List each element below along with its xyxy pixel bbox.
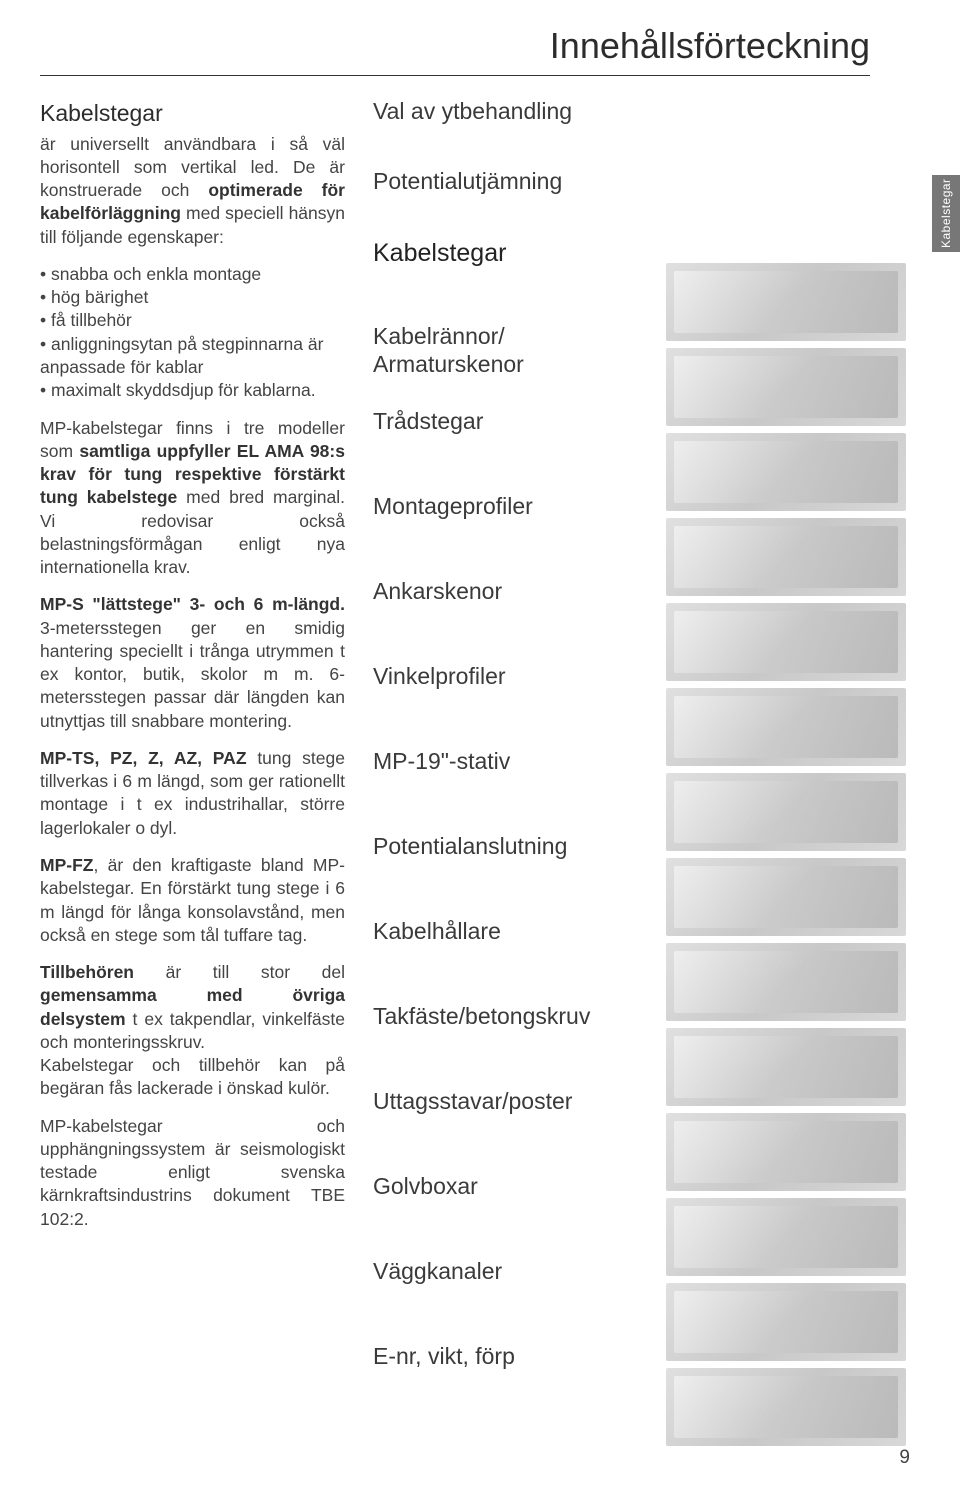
list-item: hög bärighet (40, 286, 345, 309)
paragraph: MP-kabelstegar och upphängningssystem är… (40, 1115, 345, 1231)
product-thumbnail (666, 263, 906, 341)
toc-column: Val av ytbehandlingPotentialutjämningKab… (373, 98, 638, 1453)
toc-entry[interactable]: Montageprofiler (373, 493, 638, 578)
list-item: snabba och enkla montage (40, 263, 345, 286)
product-thumbnail (666, 1368, 906, 1446)
toc-entry[interactable]: Kabelstegar (373, 238, 638, 323)
toc-entry[interactable]: Val av ytbehandling (373, 98, 638, 168)
text-bold: MP-TS, PZ, Z, AZ, PAZ (40, 748, 247, 768)
product-thumbnail (666, 433, 906, 511)
toc-entry[interactable]: E-nr, vikt, förp (373, 1343, 638, 1428)
text-bold: MP-S "lättstege" 3- och 6 m-längd. (40, 594, 345, 614)
paragraph: MP-S "lättstege" 3- och 6 m-längd. 3-met… (40, 593, 345, 733)
toc-entry[interactable]: Takfäste/betongskruv (373, 1003, 638, 1088)
thumbnail-column (666, 98, 906, 1453)
toc-entry[interactable]: MP-19"-stativ (373, 748, 638, 833)
product-thumbnail (666, 603, 906, 681)
toc-entry[interactable]: Kabelhållare (373, 918, 638, 1003)
text: är till stor del (134, 962, 345, 982)
title-rule (40, 75, 870, 76)
product-thumbnail (666, 1283, 906, 1361)
toc-entry[interactable]: Ankarskenor (373, 578, 638, 663)
thumbnail-offset (666, 98, 906, 263)
paragraph: MP-FZ, är den kraftigaste bland MP-kabel… (40, 854, 345, 947)
product-thumbnail (666, 1198, 906, 1276)
description-column: Kabelstegar är universellt användbara i … (40, 98, 345, 1453)
feature-list: snabba och enkla montage hög bärighet få… (40, 263, 345, 403)
toc-entry[interactable]: Väggkanaler (373, 1258, 638, 1343)
toc-entry[interactable]: Trådstegar (373, 408, 638, 493)
text-bold: Tillbehören (40, 962, 134, 982)
side-tab: Kabelstegar (932, 175, 960, 252)
toc-entry[interactable]: Potentialanslutning (373, 833, 638, 918)
product-thumbnail (666, 348, 906, 426)
page-number: 9 (899, 1447, 910, 1469)
toc-entry[interactable]: Uttagsstavar/poster (373, 1088, 638, 1173)
toc-entry[interactable]: Golvboxar (373, 1173, 638, 1258)
product-thumbnail (666, 1113, 906, 1191)
paragraph: MP-kabelstegar finns i tre modeller som … (40, 417, 345, 580)
paragraph: MP-TS, PZ, Z, AZ, PAZ tung stege tillver… (40, 747, 345, 840)
product-thumbnail (666, 943, 906, 1021)
product-thumbnail (666, 858, 906, 936)
product-thumbnail (666, 773, 906, 851)
toc-entry[interactable]: Vinkelprofiler (373, 663, 638, 748)
content-columns: Kabelstegar är universellt användbara i … (40, 98, 920, 1453)
toc-entry[interactable]: Kabelrännor/ Armaturskenor (373, 323, 638, 408)
section-heading: Kabelstegar (40, 98, 345, 129)
product-thumbnail (666, 1028, 906, 1106)
list-item: anliggningsytan på stegpinnarna är anpas… (40, 333, 345, 380)
paragraph: Tillbehören är till stor del gemensamma … (40, 961, 345, 1101)
page-title: Innehållsförteckning (40, 25, 870, 67)
product-thumbnail (666, 518, 906, 596)
list-item: få tillbehör (40, 309, 345, 332)
toc-entry[interactable]: Potentialutjämning (373, 168, 638, 238)
list-item: maximalt skyddsdjup för kablarna. (40, 379, 345, 402)
text: Kabelstegar och tillbehör kan på begäran… (40, 1055, 345, 1098)
text-bold: MP-FZ (40, 855, 93, 875)
text: 3-metersstegen ger en smidig hantering s… (40, 618, 345, 731)
product-thumbnail (666, 688, 906, 766)
intro-paragraph: är universellt användbara i så väl horis… (40, 133, 345, 249)
